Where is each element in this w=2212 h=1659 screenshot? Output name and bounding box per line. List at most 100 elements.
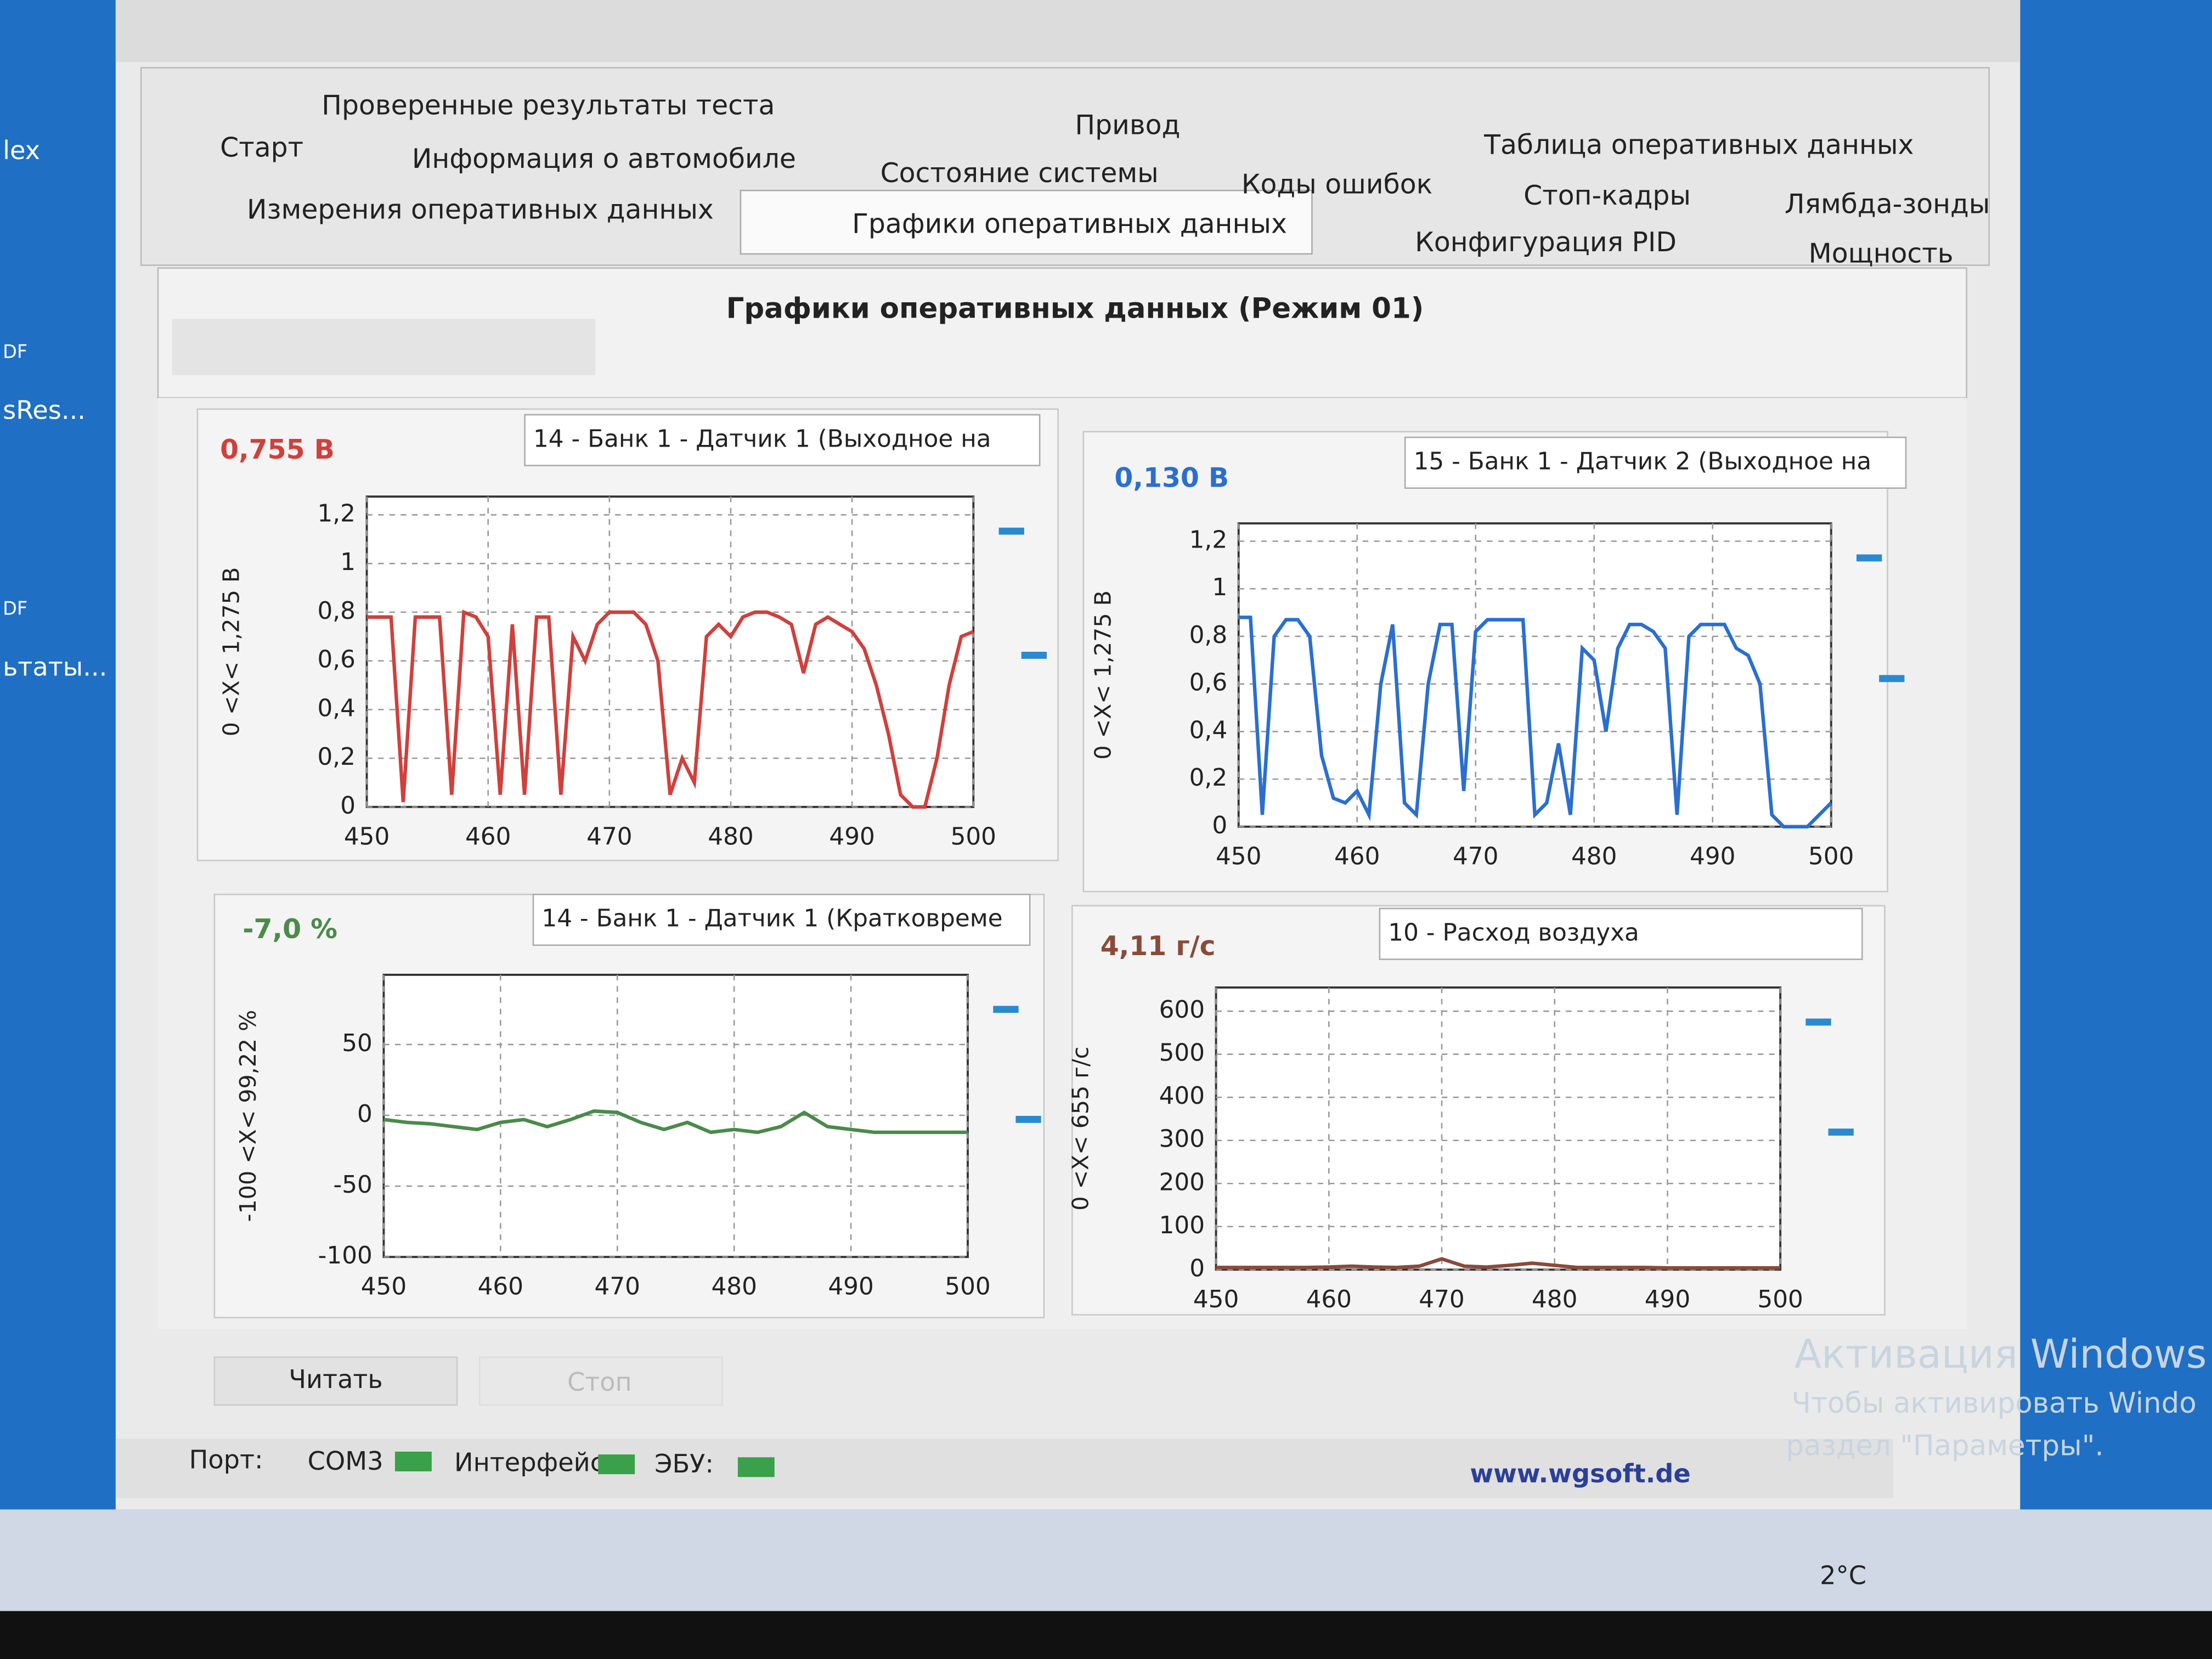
x-tick-label: 490 (1645, 1285, 1690, 1313)
desktop-icon-label[interactable]: sRes... (3, 395, 86, 425)
weather[interactable]: 2°C (1820, 1560, 1866, 1590)
x-tick-label: 470 (586, 822, 632, 850)
y-axis-label: 0 <X< 655 г/с (1067, 1047, 1093, 1211)
status-led (598, 1454, 635, 1475)
selector[interactable] (524, 414, 1041, 466)
selector[interactable] (1404, 436, 1907, 489)
desktop-icon-label[interactable]: DF (3, 597, 27, 619)
tab[interactable]: Графики оперативных данных (852, 208, 1287, 239)
plot-area (1237, 522, 1832, 828)
status-port-label: Порт: (189, 1445, 263, 1475)
y-tick-label: 1,2 (1189, 526, 1228, 554)
y-tick-label: 0 (1189, 1254, 1205, 1282)
panel-toolbar (172, 319, 596, 375)
tab[interactable]: Информация о автомобиле (412, 143, 796, 174)
y-tick-label: 200 (1159, 1168, 1205, 1196)
x-tick-label: 460 (1306, 1285, 1352, 1313)
y-tick-label: 0,8 (317, 597, 356, 625)
scroll-marker (1015, 1116, 1041, 1123)
read-button-label[interactable]: Читать (289, 1364, 382, 1394)
y-tick-label: 0,4 (1189, 716, 1228, 744)
stop-button[interactable] (479, 1356, 723, 1406)
y-tick-label: 0,8 (1189, 621, 1228, 649)
x-tick-label: 500 (951, 822, 996, 850)
readout: 4,11 г/с (1101, 930, 1216, 962)
tab[interactable]: Старт (220, 132, 303, 163)
y-tick-label: -50 (333, 1171, 372, 1199)
scroll-marker (993, 1006, 1019, 1013)
desktop-icon-label[interactable]: DF (3, 341, 27, 362)
y-tick-label: 0 (340, 792, 356, 820)
selector-label: 15 - Банк 1 - Датчик 2 (Выходное на (1414, 447, 1872, 475)
status-site[interactable]: www.wgsoft.de (1470, 1459, 1690, 1488)
tab[interactable]: Коды ошибок (1242, 168, 1432, 200)
tab[interactable]: Таблица оперативных данных (1483, 129, 1914, 160)
plot-area (382, 973, 969, 1259)
desktop-icon-label[interactable]: lex (3, 136, 40, 165)
selector[interactable] (532, 894, 1031, 946)
activation-text: Чтобы активировать Windo (1792, 1387, 2197, 1420)
taskbar (0, 1509, 2212, 1611)
tab[interactable]: Мощность (1809, 238, 1954, 269)
stop-button-label[interactable]: Стоп (567, 1367, 632, 1397)
x-tick-label: 470 (1453, 842, 1498, 870)
status-led (395, 1452, 432, 1471)
status-interface: Интерфейс: (454, 1448, 613, 1477)
x-tick-label: 450 (344, 822, 390, 850)
tab[interactable]: Проверенные результаты теста (321, 89, 775, 121)
read-button[interactable] (213, 1356, 458, 1406)
tab[interactable]: Привод (1075, 109, 1180, 140)
x-tick-label: 480 (1532, 1285, 1577, 1313)
x-tick-label: 490 (828, 1273, 873, 1301)
selector[interactable] (1379, 907, 1863, 960)
y-tick-label: 400 (1159, 1082, 1205, 1110)
toolbar (115, 0, 2021, 63)
plot-area (1215, 986, 1782, 1271)
tab[interactable]: Лямбда-зонды (1785, 188, 1990, 219)
tab[interactable]: Состояние системы (881, 157, 1159, 189)
x-tick-label: 470 (1419, 1285, 1464, 1313)
selector-label: 14 - Банк 1 - Датчик 1 (Кратковреме (541, 905, 1002, 933)
y-tick-label: 1 (340, 548, 356, 576)
x-tick-label: 500 (1757, 1285, 1803, 1313)
x-tick-label: 450 (1216, 842, 1261, 870)
activation-text: раздел "Параметры". (1786, 1429, 2103, 1462)
status-port: COM3 (308, 1446, 383, 1476)
y-tick-label: 100 (1159, 1211, 1205, 1239)
x-tick-label: 460 (1334, 842, 1380, 870)
data-line (1238, 616, 1832, 829)
plot-area (365, 495, 975, 808)
readout: -7,0 % (242, 913, 337, 945)
y-tick-label: 50 (342, 1029, 373, 1057)
tab[interactable]: Измерения оперативных данных (247, 194, 714, 225)
y-tick-label: 0,6 (1189, 669, 1228, 697)
y-axis-label: 0 <X< 1,275 В (218, 567, 244, 736)
activation-title: Активация Windows (1795, 1331, 2207, 1377)
x-tick-label: 480 (1571, 842, 1617, 870)
y-tick-label: 0 (1212, 811, 1227, 839)
desktop-icon-label[interactable]: ьтаты... (3, 652, 107, 681)
tab[interactable]: Конфигурация PID (1415, 227, 1677, 258)
x-tick-label: 450 (361, 1273, 407, 1301)
y-tick-label: 0,2 (1189, 764, 1228, 792)
panel-title: Графики оперативных данных (Режим 01) (726, 292, 1424, 325)
x-tick-label: 470 (595, 1273, 640, 1301)
x-tick-label: 460 (478, 1273, 523, 1301)
y-axis-label: 0 <X< 1,275 В (1090, 590, 1116, 759)
status-led (737, 1457, 775, 1477)
y-tick-label: 500 (1159, 1039, 1205, 1067)
scroll-marker (1879, 675, 1905, 682)
tab[interactable]: Стоп-кадры (1523, 180, 1691, 211)
y-tick-label: 0 (357, 1100, 373, 1128)
scroll-marker (1828, 1128, 1854, 1136)
x-tick-label: 500 (945, 1273, 990, 1301)
scroll-marker (1857, 554, 1882, 562)
x-tick-label: 490 (1690, 842, 1735, 870)
x-tick-label: 480 (711, 1273, 757, 1301)
status-ecu: ЭБУ: (654, 1449, 714, 1479)
y-tick-label: 1 (1212, 573, 1227, 601)
bezel (0, 1608, 2212, 1659)
x-tick-label: 460 (465, 822, 511, 850)
y-tick-label: 600 (1159, 996, 1205, 1024)
